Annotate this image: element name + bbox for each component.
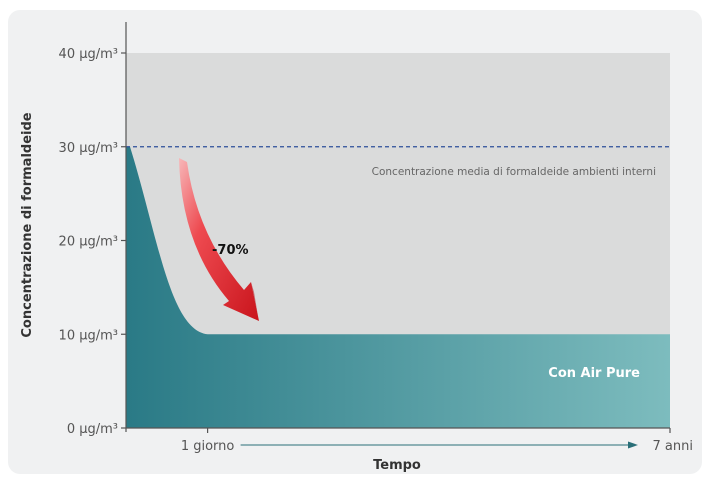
- reference-line-label: Concentrazione media di formaldeide ambi…: [372, 166, 656, 178]
- reduction-label: -70%: [212, 243, 249, 258]
- reduction-arrow-icon: [179, 158, 259, 321]
- y-axis-title: Concentrazione di formaldeide: [20, 112, 35, 337]
- y-tick-label: 40 µg/m³: [59, 47, 118, 62]
- x-axis-title: Tempo: [373, 458, 421, 473]
- x-ticks: 1 giorno 7 anni: [181, 428, 693, 454]
- reduction-arrow-shadow: [251, 282, 259, 321]
- y-ticks: 0 µg/m³ 10 µg/m³ 20 µg/m³ 30 µg/m³ 40 µg/m³: [59, 47, 126, 437]
- y-tick-label: 10 µg/m³: [59, 328, 118, 343]
- x-tick-label: 1 giorno: [181, 439, 235, 454]
- x-tick-label: 7 anni: [653, 439, 693, 454]
- y-tick-label: 30 µg/m³: [59, 141, 118, 156]
- y-tick-label: 0 µg/m³: [67, 422, 118, 437]
- y-tick-label: 20 µg/m³: [59, 235, 118, 250]
- series-label-con-air-pure: Con Air Pure: [548, 366, 640, 381]
- time-arrow-head-icon: [628, 441, 638, 449]
- series-area-con-air-pure: [126, 146, 670, 428]
